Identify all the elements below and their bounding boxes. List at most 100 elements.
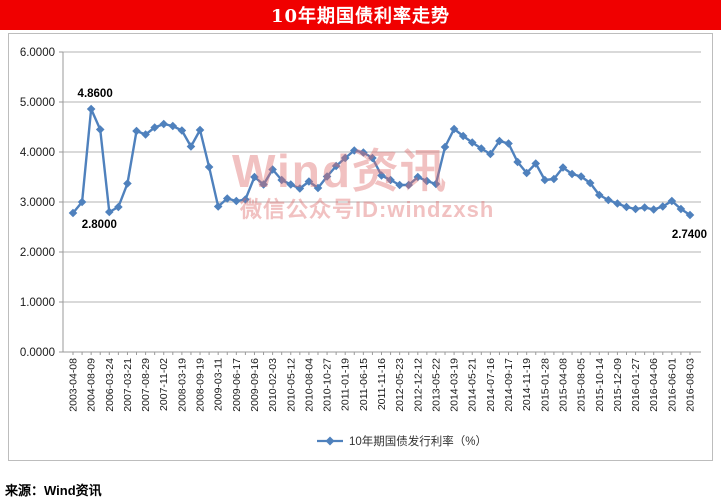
- x-tick-label: 2015-01-28: [539, 358, 551, 412]
- data-point-marker: [567, 169, 577, 179]
- data-point-marker: [449, 124, 459, 134]
- x-tick-label: 2015-10-14: [594, 358, 606, 412]
- data-point-marker: [286, 180, 296, 189]
- data-point-marker: [304, 177, 314, 186]
- data-point-marker: [504, 139, 513, 148]
- x-tick-label: 2009-03-11: [213, 358, 225, 411]
- data-point-marker: [213, 202, 223, 211]
- data-point-marker: [123, 179, 132, 188]
- data-point-marker: [458, 131, 468, 141]
- x-tick-label: 2006-03-24: [104, 358, 116, 412]
- data-point-marker: [540, 175, 550, 185]
- data-point-marker: [331, 161, 341, 171]
- x-tick-label: 2007-08-29: [140, 358, 152, 412]
- y-tick-label: 3.0000: [20, 197, 55, 209]
- data-label: 4.8600: [78, 88, 113, 100]
- data-point-marker: [413, 172, 423, 182]
- data-point-marker: [377, 171, 386, 180]
- y-tick-label: 5.0000: [20, 97, 55, 109]
- x-tick-label: 2007-11-02: [158, 358, 170, 411]
- data-point-marker: [77, 197, 87, 207]
- x-tick-label: 2011-11-16: [376, 358, 388, 410]
- chart-area: 0.0000 1.0000 2.0000 3.0000 4.0000 5.0000 6.00…: [8, 33, 713, 461]
- data-point-marker: [685, 210, 695, 220]
- data-point-marker: [631, 204, 640, 214]
- chart-title: 10年期国债利率走势: [270, 6, 451, 27]
- x-tick-label: 2003-04-08: [68, 358, 80, 412]
- data-point-marker: [359, 148, 368, 157]
- data-point-marker: [349, 146, 359, 155]
- y-tick-label: 1.0000: [20, 297, 55, 309]
- y-tick-label: 4.0000: [20, 147, 55, 159]
- data-point-marker: [277, 175, 286, 185]
- y-tick-label: 0.0000: [20, 347, 55, 359]
- data-point-marker: [232, 196, 241, 206]
- data-point-marker: [422, 176, 432, 186]
- data-point-marker: [395, 180, 404, 190]
- x-tick-label: 2016-01-27: [630, 358, 642, 412]
- data-point-marker: [114, 202, 123, 212]
- data-point-marker: [159, 119, 169, 129]
- x-tick-label: 2011-06-15: [358, 358, 370, 411]
- data-point-marker: [340, 153, 350, 163]
- x-tick-label: 2014-11-19: [521, 358, 533, 411]
- x-tick-label: 2009-09-16: [249, 358, 261, 412]
- x-tick-label: 2014-07-16: [485, 358, 497, 412]
- data-point-marker: [531, 159, 541, 168]
- data-point-marker: [386, 175, 395, 185]
- data-point-marker: [259, 180, 268, 189]
- data-point-marker: [68, 208, 78, 218]
- data-label: 2.7400: [672, 229, 707, 241]
- x-tick-label: 2012-12-12: [412, 358, 424, 412]
- data-point-marker: [594, 190, 604, 200]
- data-point-marker: [186, 142, 196, 151]
- x-tick-label: 2014-05-21: [467, 358, 479, 412]
- data-point-marker: [477, 144, 486, 153]
- source-label: 来源：Wind资讯: [5, 483, 102, 498]
- data-point-marker: [241, 195, 250, 204]
- line-chart: 0.0000 1.0000 2.0000 3.0000 4.0000 5.0000 6.00…: [20, 47, 707, 448]
- data-point-marker: [168, 121, 178, 131]
- data-point-marker: [195, 125, 205, 135]
- x-tick-label: 2016-06-01: [666, 358, 678, 412]
- x-tick-label: 2016-08-03: [685, 358, 697, 412]
- x-tick-label: 2015-04-08: [557, 358, 569, 412]
- x-tick-label: 2011-01-19: [340, 358, 352, 411]
- x-tick-label: 2010-08-04: [303, 358, 315, 412]
- x-tick-label: 2012-05-23: [394, 358, 406, 412]
- x-tick-label: 2014-03-19: [449, 358, 461, 412]
- data-point-marker: [95, 125, 105, 134]
- data-point-marker: [295, 184, 305, 193]
- data-point-marker: [104, 207, 114, 217]
- data-point-marker: [313, 183, 323, 193]
- x-tick-label: 2015-12-09: [612, 358, 624, 412]
- data-point-marker: [150, 123, 159, 132]
- data-point-marker: [585, 178, 595, 188]
- data-point-marker: [576, 172, 586, 181]
- data-point-marker: [486, 149, 495, 159]
- data-point-marker: [204, 162, 214, 172]
- x-tick-label: 2016-04-06: [648, 358, 660, 412]
- data-point-marker: [495, 136, 504, 146]
- x-tick-label: 2008-03-19: [176, 358, 188, 412]
- data-point-marker: [222, 194, 232, 203]
- data-point-marker: [250, 172, 259, 182]
- data-point-marker: [440, 142, 450, 152]
- x-tick-label: 2004-08-09: [86, 358, 98, 412]
- y-tick-label: 2.0000: [20, 247, 55, 259]
- legend-label: 10年期国债发行利率（%）: [349, 434, 487, 448]
- data-point-marker: [322, 172, 332, 181]
- x-tick-label: 2014-09-17: [503, 358, 515, 412]
- x-tick-label: 2008-09-19: [195, 358, 207, 412]
- data-point-marker: [649, 205, 659, 214]
- data-point-marker: [558, 163, 568, 172]
- data-point-marker: [404, 180, 414, 190]
- data-point-marker: [676, 204, 686, 214]
- data-point-marker: [640, 203, 649, 212]
- data-point-marker: [613, 199, 622, 208]
- x-tick-label: 2010-10-27: [322, 358, 334, 412]
- data-point-marker: [268, 165, 277, 174]
- data-point-marker: [177, 126, 187, 135]
- data-point-marker: [513, 157, 522, 167]
- data-point-marker: [604, 195, 613, 205]
